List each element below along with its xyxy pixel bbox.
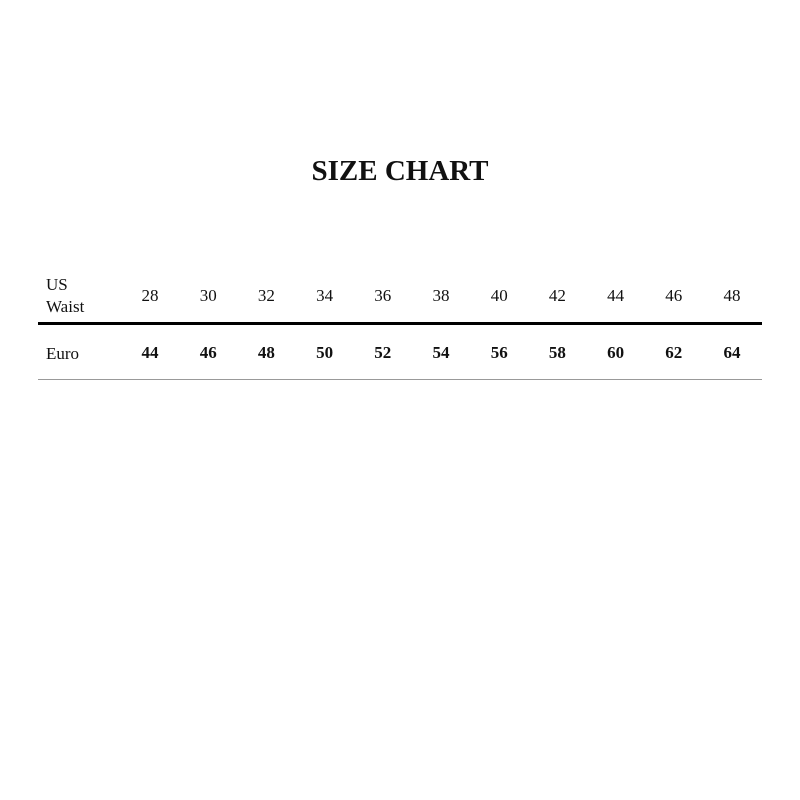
euro-cell: 48 [257,343,275,362]
us-waist-cell: 48 [723,286,741,305]
us-waist-cell: 36 [374,286,392,305]
euro-cell: 64 [723,343,741,362]
euro-cell: 58 [548,343,566,362]
us-waist-label: US Waist [46,274,84,318]
euro-cell: 46 [199,343,217,362]
euro-cell: 60 [607,343,625,362]
euro-label: Euro [46,344,80,363]
header-divider [38,322,762,325]
euro-cell: 62 [665,343,683,362]
euro-cell: 50 [316,343,334,362]
waist-label: Waist [46,297,85,316]
us-waist-cell: 34 [316,286,334,305]
euro-cell: 54 [432,343,450,362]
us-waist-cell: 32 [257,286,275,305]
row-divider [38,379,762,380]
us-waist-cell: 38 [432,286,450,305]
us-waist-cell: 28 [141,286,159,305]
us-waist-cell: 30 [199,286,217,305]
euro-cell: 52 [374,343,392,362]
us-waist-cell: 46 [665,286,683,305]
euro-cell: 44 [141,343,159,362]
us-label: US [46,275,68,294]
us-waist-cell: 40 [490,286,508,305]
us-waist-cell: 44 [607,286,625,305]
us-waist-cell: 42 [548,286,566,305]
page-title: SIZE CHART [311,155,489,187]
euro-cell: 56 [490,343,508,362]
